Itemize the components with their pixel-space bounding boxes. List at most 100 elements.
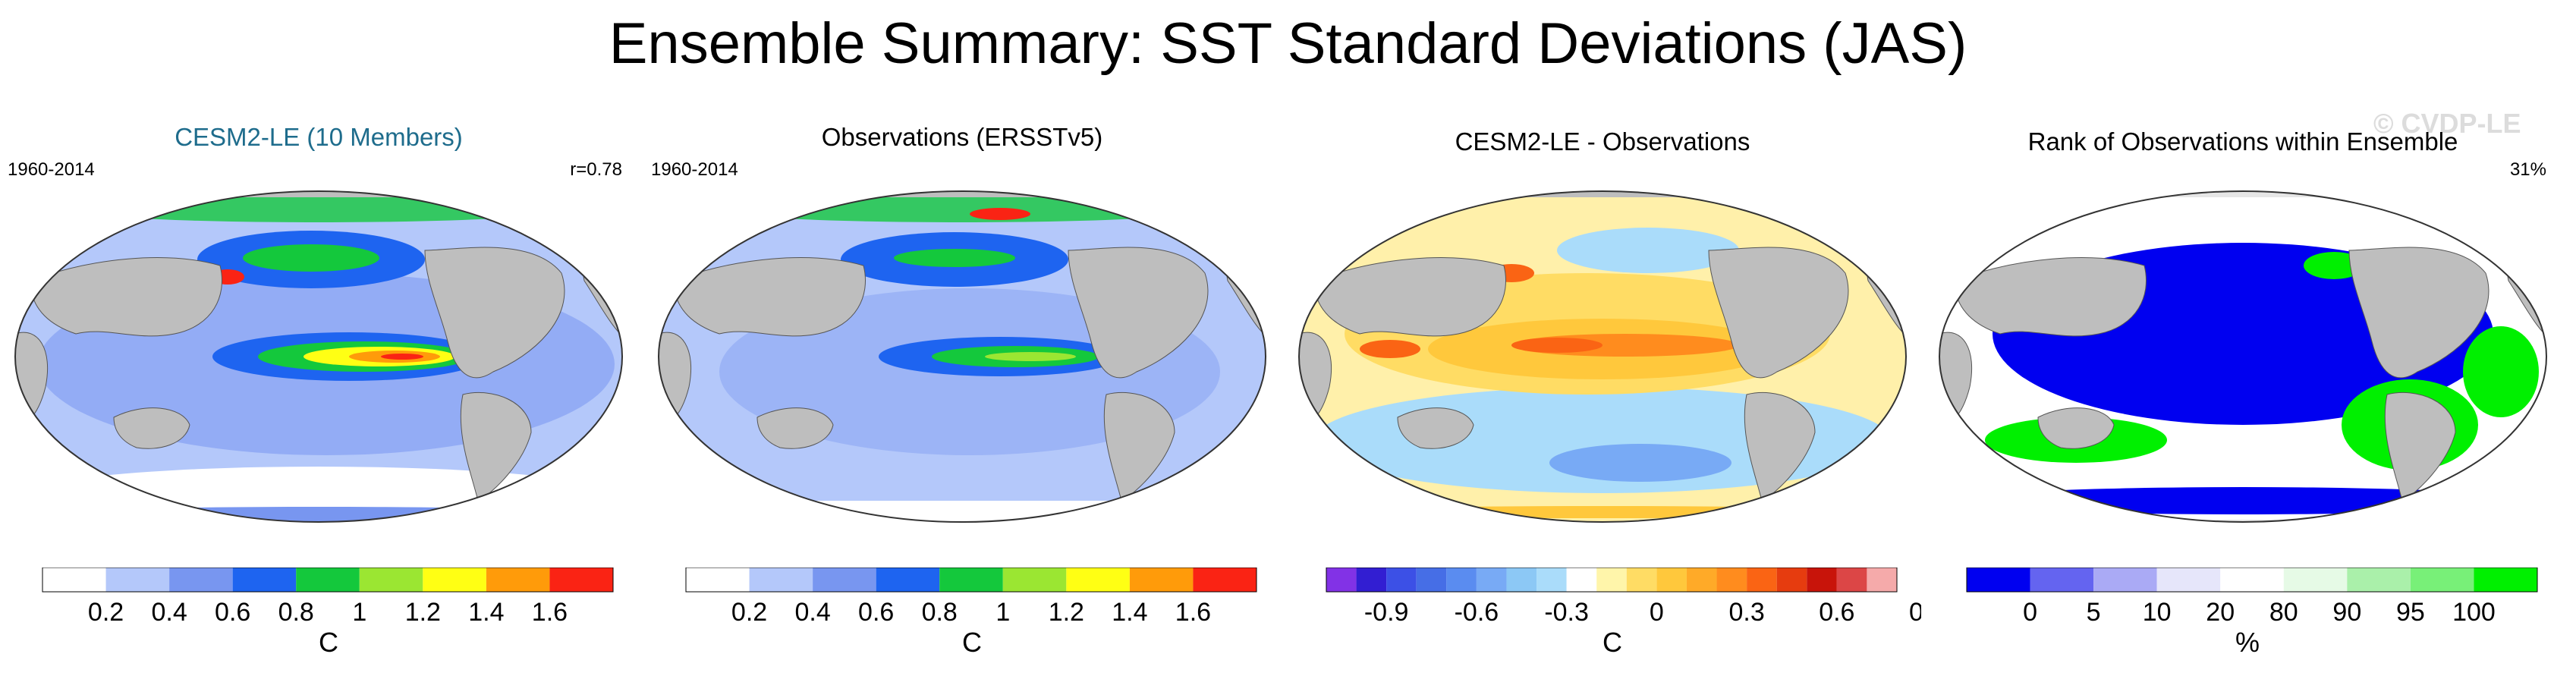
arctic-land (1299, 191, 1906, 197)
panel-period: 1960-2014 (651, 159, 738, 180)
colorbar-swatch (2220, 568, 2284, 592)
colorbar-tick-label: 0 (1650, 598, 1664, 627)
colorbar-swatch (1193, 568, 1257, 592)
colorbar-swatch (2093, 568, 2157, 592)
colorbar-diff: -0.9 -0.6 -0.3 0 0.3 0.6 0.9 (1326, 568, 1921, 627)
page-title: Ensemble Summary: SST Standard Deviation… (609, 11, 1967, 76)
colorbar-tick-label: 5 (2087, 598, 2101, 627)
colorbar-swatch (1066, 568, 1130, 592)
panel-cesm2: CESM2-LE (10 Members) 1960-2014 r=0.78 (0, 114, 637, 675)
colorbar-tick-label: 0.4 (151, 598, 187, 627)
colorbar-sd: 0.2 0.4 0.6 0.8 1 1.2 1.4 1.6 (685, 568, 1257, 627)
colorbar-swatch (423, 568, 486, 592)
north-america-land (1068, 247, 1209, 379)
colorbar-swatch (2474, 568, 2537, 592)
colorbar-tick-label: 0.6 (1819, 598, 1854, 627)
colorbar-unit: C (962, 627, 982, 658)
colorbar-tick-label: 0.9 (1909, 598, 1921, 627)
colorbar-tick-label: -0.9 (1364, 598, 1409, 627)
colorbar-tick-label: 100 (2452, 598, 2496, 627)
colorbar-swatch (876, 568, 940, 592)
map-border (14, 190, 623, 523)
colorbar-tick-label: 10 (2143, 598, 2172, 627)
colorbar-rank: 0 5 10 20 80 90 95 100 (1966, 568, 2538, 627)
colorbar-swatch (1356, 568, 1387, 592)
colorbar-swatch (1506, 568, 1537, 592)
colorbar-unit: C (319, 627, 338, 658)
south-america-land (2384, 391, 2456, 501)
indian-hot (1360, 340, 1420, 358)
enso-hot-peak (1511, 338, 1603, 353)
panel-observations: Observations (ERSSTv5) 1960-2014 0.2 0.4 0… (643, 114, 1281, 675)
colorbar-swatch (2410, 568, 2474, 592)
north-america-land (424, 247, 565, 379)
map-border (1298, 190, 1907, 523)
colorbar-swatch (1626, 568, 1657, 592)
colorbar-swatch (1536, 568, 1567, 592)
colorbar-swatch (486, 568, 550, 592)
colorbar-frame (1966, 568, 2538, 593)
colorbar-tick-label: 0.3 (1728, 598, 1764, 627)
colorbar-tick-label: 1.6 (532, 598, 568, 627)
colorbar-swatch (169, 568, 233, 592)
south-america-land (1744, 391, 1816, 501)
colorbar-swatch (939, 568, 1003, 592)
rank-low-south (1955, 487, 2531, 514)
colorbar-tick-label: 0.2 (88, 598, 124, 627)
colorbar-swatch (1476, 568, 1507, 592)
colorbar-tick-label: 1 (995, 598, 1010, 627)
colorbar-tick-label: 1.4 (1112, 598, 1147, 627)
enso-band-peak (985, 352, 1076, 361)
arctic-margin (61, 195, 577, 222)
arctic-margin (704, 195, 1220, 222)
colorbar-tick-label: 0 (2023, 598, 2037, 627)
colorbar-tick-label: 0.6 (858, 598, 894, 627)
asia-land (1313, 257, 1506, 337)
colorbar-swatch (1747, 568, 1777, 592)
map-border (1939, 190, 2547, 523)
colorbar-swatch (1836, 568, 1867, 592)
colorbar-swatch (1446, 568, 1477, 592)
colorbar-swatch (42, 568, 106, 592)
antarctica-land (0, 524, 637, 569)
colorbar-swatch (1716, 568, 1747, 592)
asia-land (30, 257, 222, 337)
colorbar-tick-label: 0.2 (731, 598, 767, 627)
colorbar-swatch (1776, 568, 1807, 592)
enso-band-peak (381, 354, 423, 360)
watermark: © CVDP-LE (2373, 108, 2521, 139)
colorbar-tick-label: 1.2 (405, 598, 441, 627)
sd-map (0, 190, 637, 569)
colorbar-swatch (813, 568, 876, 592)
colorbar-swatch (549, 568, 613, 592)
colorbar-swatch (105, 568, 170, 592)
colorbar-tick-label: 1 (352, 598, 366, 627)
colorbar-swatch (2030, 568, 2094, 592)
arctic-land (659, 191, 1266, 197)
colorbar-tick-label: -0.6 (1455, 598, 1499, 627)
colorbar-swatch (1326, 568, 1357, 592)
colorbar-tick-label: 1.6 (1175, 598, 1211, 627)
panel-title: CESM2-LE (10 Members) (175, 123, 463, 151)
colorbar-tick-label: 1.2 (1049, 598, 1084, 627)
colorbar-swatch (296, 568, 360, 592)
colorbar-swatch (1129, 568, 1194, 592)
colorbar-sd: 0.2 0.4 0.6 0.8 1 1.2 1.4 1.6 (42, 568, 614, 627)
colorbar-swatch (686, 568, 750, 592)
colorbar-swatch (232, 568, 297, 592)
australia-land (756, 407, 834, 449)
colorbar-tick-label: 0.8 (278, 598, 314, 627)
australia-land (113, 407, 190, 449)
colorbar-tick-label: 1.4 (468, 598, 504, 627)
panel-period: 1960-2014 (8, 159, 95, 180)
colorbar-tick-label: -0.3 (1544, 598, 1589, 627)
antarctica-land (643, 524, 1281, 569)
colorbar-swatch (1967, 568, 2030, 592)
panel-title: Observations (ERSSTv5) (821, 123, 1103, 151)
colorbar-unit: % (2235, 627, 2260, 658)
colorbar-frame (685, 568, 1257, 593)
colorbar-swatch (359, 568, 423, 592)
panel-title: Rank of Observations within Ensemble (2027, 127, 2458, 156)
colorbar-tick-label: 80 (2269, 598, 2298, 627)
antarctica-land (1939, 520, 2546, 522)
